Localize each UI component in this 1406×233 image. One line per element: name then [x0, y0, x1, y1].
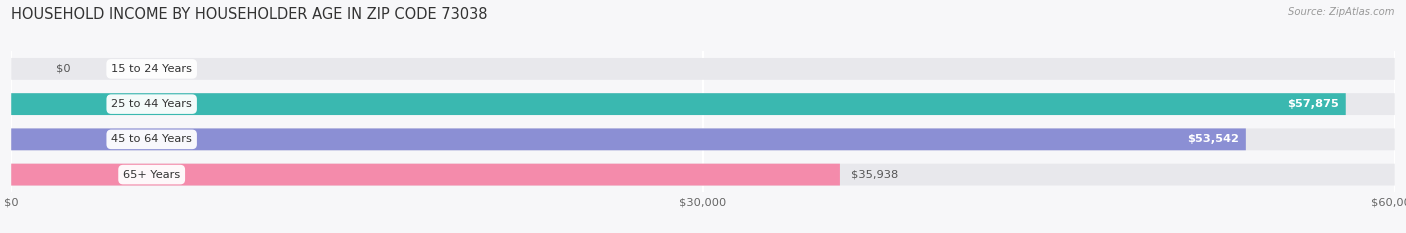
Text: $0: $0	[55, 64, 70, 74]
Text: 65+ Years: 65+ Years	[124, 170, 180, 180]
Text: HOUSEHOLD INCOME BY HOUSEHOLDER AGE IN ZIP CODE 73038: HOUSEHOLD INCOME BY HOUSEHOLDER AGE IN Z…	[11, 7, 488, 22]
Text: 25 to 44 Years: 25 to 44 Years	[111, 99, 193, 109]
FancyBboxPatch shape	[11, 93, 1395, 115]
FancyBboxPatch shape	[11, 128, 1246, 150]
FancyBboxPatch shape	[11, 128, 1395, 150]
Text: $35,938: $35,938	[851, 170, 898, 180]
Text: $53,542: $53,542	[1187, 134, 1239, 144]
FancyBboxPatch shape	[11, 58, 1395, 80]
Text: $57,875: $57,875	[1286, 99, 1339, 109]
Text: Source: ZipAtlas.com: Source: ZipAtlas.com	[1288, 7, 1395, 17]
Text: 45 to 64 Years: 45 to 64 Years	[111, 134, 193, 144]
FancyBboxPatch shape	[11, 164, 839, 185]
FancyBboxPatch shape	[11, 93, 1346, 115]
FancyBboxPatch shape	[11, 164, 1395, 185]
Text: 15 to 24 Years: 15 to 24 Years	[111, 64, 193, 74]
